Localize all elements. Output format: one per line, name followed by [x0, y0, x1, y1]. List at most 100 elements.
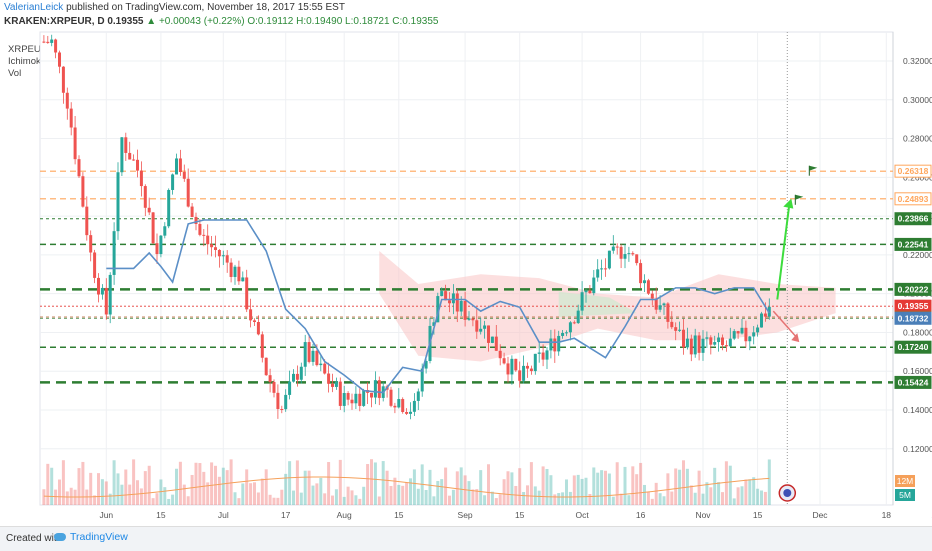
volume-bar — [147, 465, 151, 505]
candle-body — [487, 325, 490, 343]
candle-body — [77, 159, 81, 177]
candle-body — [740, 327, 744, 334]
volume-bar — [81, 461, 85, 505]
volume-bar — [514, 485, 518, 505]
volume-bar — [724, 461, 728, 505]
volume-bar — [385, 470, 389, 505]
volume-label: 12M — [897, 476, 914, 486]
volume-bar — [116, 473, 120, 505]
y-tick-label: 0.32000 — [903, 56, 932, 66]
candle-body — [167, 189, 171, 227]
volume-bar — [717, 482, 721, 505]
volume-label-box — [895, 475, 915, 487]
volume-bar — [662, 496, 666, 505]
volume-bar — [178, 461, 182, 505]
volume-bar — [553, 494, 557, 505]
candle-body — [588, 290, 592, 294]
candle-body — [717, 337, 721, 343]
volume-bar — [175, 468, 178, 505]
volume-bar — [377, 496, 381, 505]
author-link[interactable]: ValerianLeick — [4, 2, 64, 13]
volume-bar — [284, 473, 288, 505]
candle-body — [658, 305, 662, 310]
publish-header: ValerianLeick published on TradingView.c… — [4, 2, 345, 13]
candle-body — [346, 393, 350, 400]
projection-down-arrow — [772, 310, 798, 339]
volume-bar — [397, 484, 401, 505]
tradingview-brand[interactable]: TradingView — [70, 531, 128, 543]
volume-bar — [346, 486, 350, 505]
volume-bar — [487, 464, 490, 505]
candle-body — [65, 92, 69, 109]
candle-body — [529, 368, 533, 372]
volume-bar — [295, 460, 299, 505]
volume-bar — [650, 498, 654, 505]
volume-bar — [674, 468, 678, 505]
candle-body — [549, 338, 553, 351]
price-chart[interactable]: 0.320000.300000.280000.260000.240000.220… — [0, 0, 932, 526]
volume-bar — [459, 467, 463, 505]
candle-body — [467, 318, 471, 320]
candle-body — [510, 358, 514, 375]
volume-bar — [58, 479, 61, 505]
volume-bar — [167, 498, 171, 505]
candle-body — [253, 320, 256, 323]
volume-bar — [541, 466, 545, 505]
candle-body — [557, 335, 561, 352]
volume-bar — [506, 471, 510, 505]
candle-body — [229, 262, 233, 277]
candle-body — [662, 303, 666, 306]
candle-body — [81, 176, 85, 207]
candle-body — [752, 332, 756, 337]
candle-body — [370, 392, 373, 398]
candle-body — [319, 363, 323, 366]
volume-bar — [362, 486, 366, 505]
volume-bar — [713, 467, 717, 505]
candle-body — [237, 266, 241, 282]
volume-bar — [721, 492, 724, 505]
candle-body — [502, 358, 506, 364]
candle-body — [362, 390, 366, 406]
candle-body — [611, 246, 615, 251]
volume-bar — [323, 493, 327, 505]
candle-body — [221, 255, 225, 257]
candle-body — [475, 320, 479, 332]
candle-body — [116, 172, 120, 232]
volume-bar — [580, 478, 584, 505]
change-value: +0.00043 (+0.22%) — [158, 16, 245, 27]
candle-body — [592, 277, 596, 294]
x-tick-label: 15 — [394, 510, 404, 520]
x-tick-label: Aug — [337, 510, 352, 520]
volume-bar — [338, 459, 342, 505]
volume-bar — [221, 467, 225, 505]
candle-body — [537, 352, 541, 354]
price-label-box — [894, 311, 932, 325]
price-label: 0.20222 — [898, 284, 929, 294]
candle-body — [225, 255, 229, 263]
legend-ichimoku[interactable]: Ichimoku — [8, 56, 47, 67]
x-tick-label: Dec — [812, 510, 828, 520]
y-tick-label: 0.28000 — [903, 134, 932, 144]
price-label-box — [894, 282, 932, 296]
volume-bar — [639, 462, 643, 505]
volume-bar — [432, 496, 436, 505]
candle-body — [412, 400, 416, 412]
volume-bar — [260, 478, 264, 505]
volume-label: 5M — [899, 490, 911, 500]
volume-bar — [412, 469, 416, 505]
volume-bar — [467, 481, 471, 505]
candle-body — [311, 350, 315, 362]
candle-body — [682, 329, 685, 348]
volume-bar — [522, 491, 526, 505]
legend-volume[interactable]: Vol — [8, 68, 22, 79]
candle-body — [260, 334, 264, 358]
y-tick-label: 0.18000 — [903, 327, 932, 337]
volume-bar — [736, 487, 740, 505]
candle-body — [643, 280, 646, 284]
candle-body — [744, 327, 748, 342]
volume-bar — [455, 471, 459, 505]
volume-bar — [557, 493, 561, 505]
volume-bar — [740, 486, 744, 505]
candle-body — [151, 212, 155, 244]
volume-bar — [370, 459, 373, 505]
